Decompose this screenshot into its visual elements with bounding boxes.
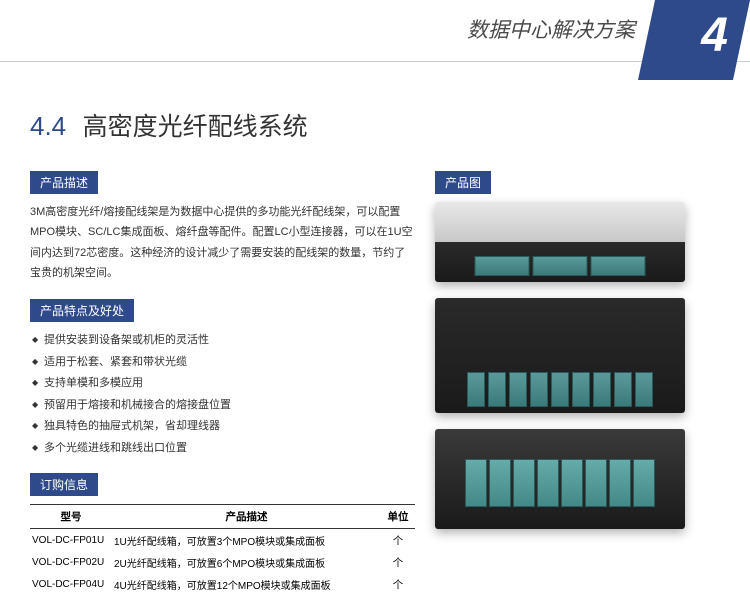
table-row: VOL-DC-FP04U 4U光纤配线箱，可放置12个MPO模块或集成面板 个 — [30, 573, 415, 595]
cell-model: VOL-DC-FP04U — [30, 573, 112, 595]
cell-unit: 个 — [381, 573, 415, 595]
header-title: 数据中心解决方案 — [467, 14, 635, 44]
rack-slots-icon — [465, 459, 655, 507]
cell-desc: 1U光纤配线箱，可放置3个MPO模块或集成面板 — [112, 529, 381, 552]
section-title: 高密度光纤配线系统 — [83, 113, 308, 141]
features-list: 提供安装到设备架或机柜的灵活性 适用于松套、紧套和带状光缆 支持单模和多模应用 … — [30, 330, 415, 459]
product-image-4u — [435, 429, 685, 529]
feature-item: 适用于松套、紧套和带状光缆 — [30, 352, 415, 373]
col-model: 型号 — [30, 505, 112, 529]
page-header: 数据中心解决方案 4 — [0, 0, 750, 62]
rack-slots-icon — [475, 256, 646, 276]
table-header-row: 型号 产品描述 单位 — [30, 505, 415, 529]
section-heading: 4.4 高密度光纤配线系统 — [30, 107, 720, 143]
content-area: 4.4 高密度光纤配线系统 产品描述 3M高密度光纤/熔接配线架是为数据中心提供… — [0, 62, 750, 595]
cell-model: VOL-DC-FP01U — [30, 529, 112, 552]
features-header: 产品特点及好处 — [30, 299, 134, 322]
description-text: 3M高密度光纤/熔接配线架是为数据中心提供的多功能光纤配线架，可以配置MPO模块… — [30, 202, 415, 283]
cell-unit: 个 — [381, 551, 415, 573]
feature-item: 多个光缆进线和跳线出口位置 — [30, 438, 415, 459]
product-image-1u — [435, 202, 685, 282]
right-column: 产品图 — [435, 171, 720, 595]
page-badge — [638, 0, 750, 80]
cell-unit: 个 — [381, 529, 415, 552]
cell-desc: 2U光纤配线箱，可放置6个MPO模块或集成面板 — [112, 551, 381, 573]
feature-item: 独具特色的抽屉式机架，省却理线器 — [30, 416, 415, 437]
description-header: 产品描述 — [30, 171, 98, 194]
ordering-header: 订购信息 — [30, 473, 98, 496]
image-header: 产品图 — [435, 171, 491, 194]
feature-item: 预留用于熔接和机械接合的熔接盘位置 — [30, 395, 415, 416]
cell-desc: 4U光纤配线箱，可放置12个MPO模块或集成面板 — [112, 573, 381, 595]
section-number: 4.4 — [30, 111, 66, 142]
table-row: VOL-DC-FP01U 1U光纤配线箱，可放置3个MPO模块或集成面板 个 — [30, 529, 415, 552]
product-image-2u — [435, 298, 685, 413]
rack-slots-icon — [467, 372, 653, 407]
cell-model: VOL-DC-FP02U — [30, 551, 112, 573]
col-unit: 单位 — [381, 505, 415, 529]
two-column-layout: 产品描述 3M高密度光纤/熔接配线架是为数据中心提供的多功能光纤配线架，可以配置… — [30, 171, 720, 595]
feature-item: 提供安装到设备架或机柜的灵活性 — [30, 330, 415, 351]
page-number: 4 — [701, 8, 728, 63]
left-column: 产品描述 3M高密度光纤/熔接配线架是为数据中心提供的多功能光纤配线架，可以配置… — [30, 171, 415, 595]
table-row: VOL-DC-FP02U 2U光纤配线箱，可放置6个MPO模块或集成面板 个 — [30, 551, 415, 573]
col-desc: 产品描述 — [112, 505, 381, 529]
feature-item: 支持单模和多模应用 — [30, 373, 415, 394]
